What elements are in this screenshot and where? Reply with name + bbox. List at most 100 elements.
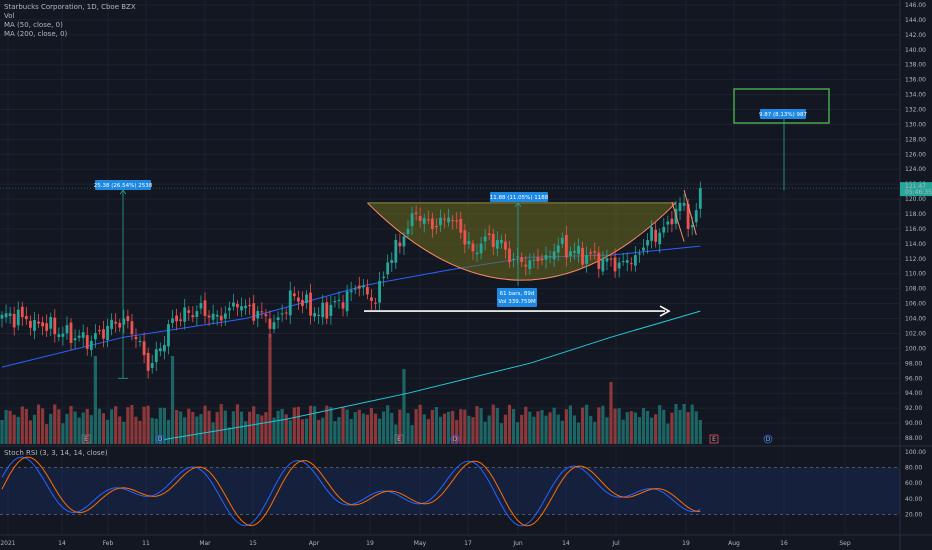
candle-body xyxy=(544,255,548,260)
volume-bar xyxy=(191,411,195,444)
candle-body xyxy=(264,314,268,317)
earnings-marker: E xyxy=(81,434,91,444)
volume-bar xyxy=(524,406,528,444)
candle-body xyxy=(211,313,215,320)
candle-body xyxy=(621,261,625,263)
time-tick-label: Jul xyxy=(611,540,620,547)
price-tick-label: 90.00 xyxy=(905,420,922,427)
candle-body xyxy=(313,313,317,317)
volume-bar xyxy=(398,409,402,444)
volume-bar xyxy=(601,405,605,444)
volume-bar xyxy=(682,404,686,444)
price-tick-label: 128.00 xyxy=(905,136,926,143)
cup-width-label: 61 bars, 89d Vol 339.759M xyxy=(497,288,537,307)
candle-body xyxy=(378,280,381,303)
stoch-legend[interactable]: Stoch RSI (3, 3, 14, 14, close) xyxy=(4,449,108,457)
candle-body xyxy=(654,229,658,242)
candle-body xyxy=(53,317,57,335)
candle-body xyxy=(29,320,32,328)
candle-body xyxy=(191,315,195,318)
volume-bar xyxy=(101,413,106,444)
price-tick-label: 124.00 xyxy=(905,166,926,173)
last-price-countdown: 05:46:35 xyxy=(905,189,932,196)
candle-body xyxy=(483,236,487,242)
volume-bar xyxy=(430,409,434,444)
candle-body xyxy=(577,245,580,254)
candle-body xyxy=(573,250,576,253)
candle-body xyxy=(248,304,252,307)
price-tick-label: 140.00 xyxy=(905,47,926,54)
legend-ma200[interactable]: MA (200, close, 0) xyxy=(4,30,68,38)
candle-body xyxy=(459,218,463,233)
price-tick-label: 102.00 xyxy=(905,330,926,337)
candle-body xyxy=(487,233,491,236)
candle-body xyxy=(73,338,77,341)
volume-bar xyxy=(544,415,548,444)
volume-bar xyxy=(345,409,349,444)
volume-bar xyxy=(556,414,560,444)
time-tick-label: 19 xyxy=(682,540,690,547)
candle-body xyxy=(451,219,455,221)
price-tick-label: 112.00 xyxy=(905,256,926,263)
volume-bar xyxy=(666,423,670,444)
candle-body xyxy=(195,311,199,318)
candle-body xyxy=(288,290,292,316)
volume-bar xyxy=(8,410,12,444)
price-tick-label: 144.00 xyxy=(905,17,926,24)
stoch-tick-label: 100.00 xyxy=(905,449,926,456)
volume-bar xyxy=(629,411,633,444)
time-tick-label: May xyxy=(414,540,427,547)
volume-bar xyxy=(16,416,20,444)
candle-body xyxy=(569,251,572,256)
volume-bar xyxy=(174,410,179,444)
candle-body xyxy=(130,321,134,335)
volume-bar xyxy=(475,406,479,444)
volume-bar xyxy=(645,410,650,444)
candle-body xyxy=(333,300,337,303)
candle-body xyxy=(171,318,174,323)
candle-body xyxy=(366,286,369,295)
time-tick-label: 14 xyxy=(58,540,66,547)
candle-body xyxy=(93,333,97,340)
legend-title[interactable]: Starbucks Corporation, 1D, Cboe BZX xyxy=(4,3,136,11)
flag-line xyxy=(683,189,697,236)
candle-body xyxy=(49,317,53,329)
candle-body xyxy=(463,230,467,245)
time-tick-label: 17 xyxy=(464,540,472,547)
candle-body xyxy=(642,247,645,251)
volume-bar xyxy=(260,415,264,444)
candle-body xyxy=(33,320,36,331)
time-tick-label: 14 xyxy=(562,540,570,547)
volume-bar xyxy=(0,420,4,444)
volume-bar xyxy=(503,414,508,444)
price-tick-label: 114.00 xyxy=(905,241,926,248)
candle-body xyxy=(150,363,154,368)
volume-bar xyxy=(296,406,300,444)
volume-bar xyxy=(110,409,114,444)
candle-body xyxy=(386,262,390,275)
candle-body xyxy=(244,305,247,309)
candle-body xyxy=(349,290,353,293)
candle-body xyxy=(292,293,296,297)
legend-ma50[interactable]: MA (50, close, 0) xyxy=(4,21,63,29)
candle-body xyxy=(638,253,641,255)
candles xyxy=(0,181,702,379)
ma200-line xyxy=(164,310,701,440)
volume-bar xyxy=(179,411,183,444)
volume-bar xyxy=(495,407,499,444)
volume-bar xyxy=(154,418,158,444)
volume-bar xyxy=(313,406,317,444)
volume-bar xyxy=(455,419,459,444)
candle-body xyxy=(479,243,483,254)
candle-body xyxy=(447,217,450,223)
volume-bar xyxy=(377,418,382,444)
volume-bar xyxy=(105,419,110,444)
legend-vol[interactable]: Vol xyxy=(4,12,15,20)
candle-body xyxy=(593,251,597,253)
candle-body xyxy=(686,203,690,229)
candle-body xyxy=(57,334,61,337)
candle-body xyxy=(167,324,170,347)
volume-bar xyxy=(187,408,191,444)
price-tick-label: 142.00 xyxy=(905,32,926,39)
